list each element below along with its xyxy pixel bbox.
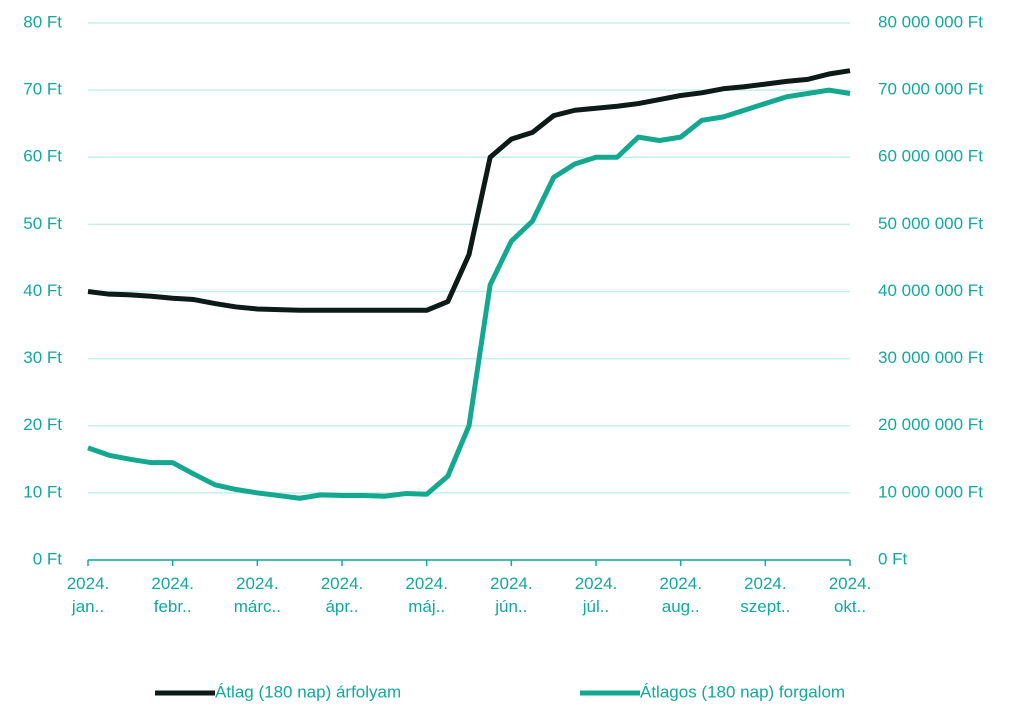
y2-tick-label: 70 000 000 Ft (878, 80, 983, 99)
y-tick-label: 30 Ft (23, 348, 62, 367)
x-tick-label: 2024. jan.. (66, 574, 110, 616)
y2-tick-label: 20 000 000 Ft (878, 415, 983, 434)
y-tick-label: 70 Ft (23, 80, 62, 99)
x-tick-label: 2024. febr.. (151, 574, 194, 616)
x-tick-label: 2024. ápr.. (320, 574, 364, 616)
y-tick-label: 20 Ft (23, 415, 62, 434)
y-tick-label: 50 Ft (23, 214, 62, 233)
series-line (87, 87, 851, 501)
x-tick-label: 2024. máj.. (405, 574, 448, 616)
y-tick-label: 10 Ft (23, 482, 62, 501)
x-tick-label: 2024. okt.. (828, 574, 872, 616)
series-line (87, 68, 851, 313)
y-tick-label: 80 Ft (23, 12, 62, 31)
y2-tick-label: 60 000 000 Ft (878, 147, 983, 166)
y-tick-label: 40 Ft (23, 281, 62, 300)
x-tick-label: 2024. szept.. (740, 574, 791, 616)
y2-tick-label: 80 000 000 Ft (878, 12, 983, 31)
y2-tick-label: 10 000 000 Ft (878, 482, 983, 501)
legend-label: Átlag (180 nap) árfolyam (215, 682, 401, 701)
legend-label: Átlagos (180 nap) forgalom (640, 682, 845, 701)
y2-tick-label: 30 000 000 Ft (878, 348, 983, 367)
x-tick-label: 2024. júl.. (574, 574, 618, 616)
x-tick-label: 2024. márc.. (233, 574, 281, 616)
y-tick-label: 0 Ft (33, 549, 63, 568)
y2-tick-label: 50 000 000 Ft (878, 214, 983, 233)
x-tick-label: 2024. jún.. (490, 574, 533, 616)
y-tick-label: 60 Ft (23, 147, 62, 166)
x-tick-label: 2024. aug.. (659, 574, 702, 616)
y2-tick-label: 0 Ft (878, 549, 908, 568)
y2-tick-label: 40 000 000 Ft (878, 281, 983, 300)
